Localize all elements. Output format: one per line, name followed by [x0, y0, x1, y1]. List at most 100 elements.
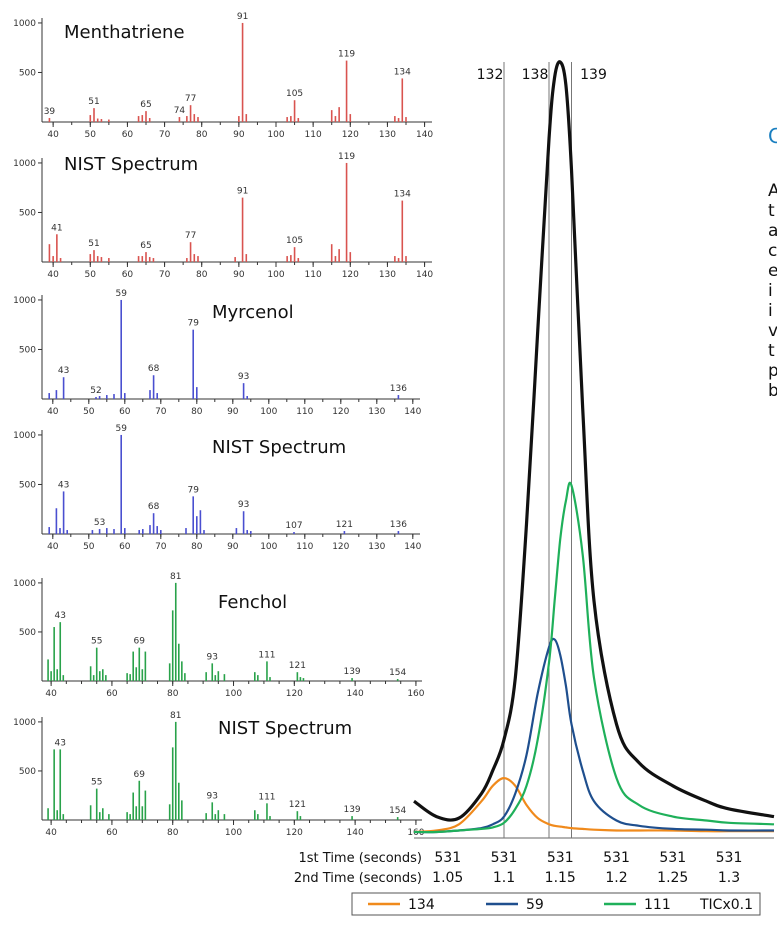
x-axis-row-value: 531: [659, 850, 686, 866]
peak-label: 121: [289, 800, 306, 810]
peak-label: 43: [55, 611, 66, 621]
y-tick-label: 1000: [13, 579, 36, 589]
peak-label: 43: [58, 366, 69, 376]
peak-label: 91: [237, 12, 248, 22]
peak-label: 139: [343, 667, 360, 677]
x-tick-label: 130: [368, 542, 385, 552]
peak-label: 68: [148, 502, 160, 512]
x-axis-row-value: 1.3: [718, 870, 740, 886]
x-tick-label: 90: [233, 130, 245, 140]
x-tick-label: 130: [379, 270, 396, 280]
peak-label: 119: [338, 152, 355, 162]
x-tick-label: 140: [347, 828, 364, 838]
x-tick-label: 40: [47, 130, 59, 140]
x-tick-label: 40: [45, 689, 57, 699]
x-tick-label: 90: [227, 407, 239, 417]
x-tick-label: 60: [106, 689, 118, 699]
x-axis-row-value: 531: [547, 850, 574, 866]
marker-label-139: 139: [580, 67, 607, 83]
x-tick-label: 100: [260, 542, 277, 552]
x-axis-row-value: 531: [434, 850, 461, 866]
side-text-line: e: [768, 261, 777, 281]
side-text-line: A: [768, 181, 777, 201]
peak-label: 74: [174, 106, 186, 116]
peak-label: 154: [389, 806, 406, 816]
x-tick-label: 100: [260, 407, 277, 417]
x-axis-row-value: 1.1: [493, 870, 515, 886]
x-tick-label: 40: [45, 828, 57, 838]
peak-label: 105: [286, 236, 303, 246]
peak-label: 65: [140, 100, 151, 110]
spectrum-panel-5: 500 1000 40 60 80 100 120 140 160 43 55 69 81 93 111 12…: [13, 572, 425, 699]
y-tick-label: 500: [19, 345, 36, 355]
x-tick-label: 50: [85, 130, 97, 140]
spectrum-title: NIST Spectrum: [212, 437, 346, 458]
legend-label: 111: [644, 897, 671, 913]
peak-label: 69: [134, 637, 146, 647]
y-tick-label: 1000: [13, 296, 36, 306]
peak-label: 59: [115, 424, 127, 434]
x-tick-label: 140: [416, 130, 433, 140]
peak-label: 79: [187, 319, 199, 329]
x-tick-label: 80: [167, 689, 179, 699]
spectrum-panel-2: 500 1000 40 50 60 70 80 90 100 110 120 130 140 41 51 65…: [13, 152, 433, 280]
peak-label: 59: [115, 289, 127, 299]
x-tick-label: 110: [305, 130, 322, 140]
legend-label: 134: [408, 897, 435, 913]
x-tick-label: 120: [342, 270, 359, 280]
x-axis-row-value: 531: [491, 850, 518, 866]
peak-label: 79: [187, 485, 199, 495]
peak-label: 93: [207, 652, 218, 662]
peak-label: 43: [58, 480, 69, 490]
peak-label: 55: [91, 778, 102, 788]
x-tick-label: 80: [191, 542, 203, 552]
x-tick-label: 60: [122, 270, 134, 280]
x-tick-label: 70: [155, 407, 167, 417]
peak-label: 39: [44, 107, 56, 117]
x-axis-row-value: 1.2: [605, 870, 627, 886]
x-axis-row-value: 1.25: [657, 870, 688, 886]
legend-label: 59: [526, 897, 544, 913]
x-axis-row-label: 2nd Time (seconds): [294, 871, 422, 886]
peak-label: 139: [343, 805, 360, 815]
marker-label-138: 138: [522, 67, 549, 83]
peak-label: 121: [289, 661, 306, 671]
x-tick-label: 50: [85, 270, 97, 280]
peak-label: 93: [207, 791, 218, 801]
x-axis-row-label: 1st Time (seconds): [299, 851, 423, 866]
y-tick-label: 1000: [13, 431, 36, 441]
side-text-line: c: [768, 241, 777, 261]
x-tick-label: 110: [305, 270, 322, 280]
x-tick-label: 110: [296, 407, 313, 417]
x-tick-label: 80: [191, 407, 203, 417]
peak-label: 93: [238, 372, 249, 382]
x-tick-label: 160: [407, 689, 424, 699]
y-tick-label: 500: [19, 628, 36, 638]
peak-label: 134: [394, 190, 411, 200]
x-tick-label: 60: [106, 828, 118, 838]
y-tick-label: 1000: [13, 19, 36, 29]
x-tick-label: 120: [332, 542, 349, 552]
x-tick-label: 130: [379, 130, 396, 140]
peak-label: 119: [338, 50, 355, 60]
x-axis-row-value: 1.15: [545, 870, 576, 886]
x-tick-label: 120: [332, 407, 349, 417]
spectrum-title: NIST Spectrum: [64, 154, 198, 175]
x-tick-label: 120: [286, 689, 303, 699]
peak-label: 136: [390, 384, 407, 394]
x-tick-label: 40: [47, 542, 59, 552]
peak-label: 91: [237, 187, 248, 197]
x-tick-label: 60: [119, 542, 131, 552]
x-tick-label: 90: [233, 270, 245, 280]
peak-label: 107: [285, 521, 302, 531]
x-tick-label: 80: [196, 270, 208, 280]
side-text-line: i: [768, 281, 773, 301]
peak-label: 65: [140, 241, 151, 251]
x-tick-label: 70: [159, 130, 171, 140]
peak-label: 134: [394, 67, 411, 77]
peak-label: 77: [185, 231, 196, 241]
y-tick-label: 1000: [13, 718, 36, 728]
x-tick-label: 90: [227, 542, 239, 552]
peak-label: 69: [134, 770, 146, 780]
